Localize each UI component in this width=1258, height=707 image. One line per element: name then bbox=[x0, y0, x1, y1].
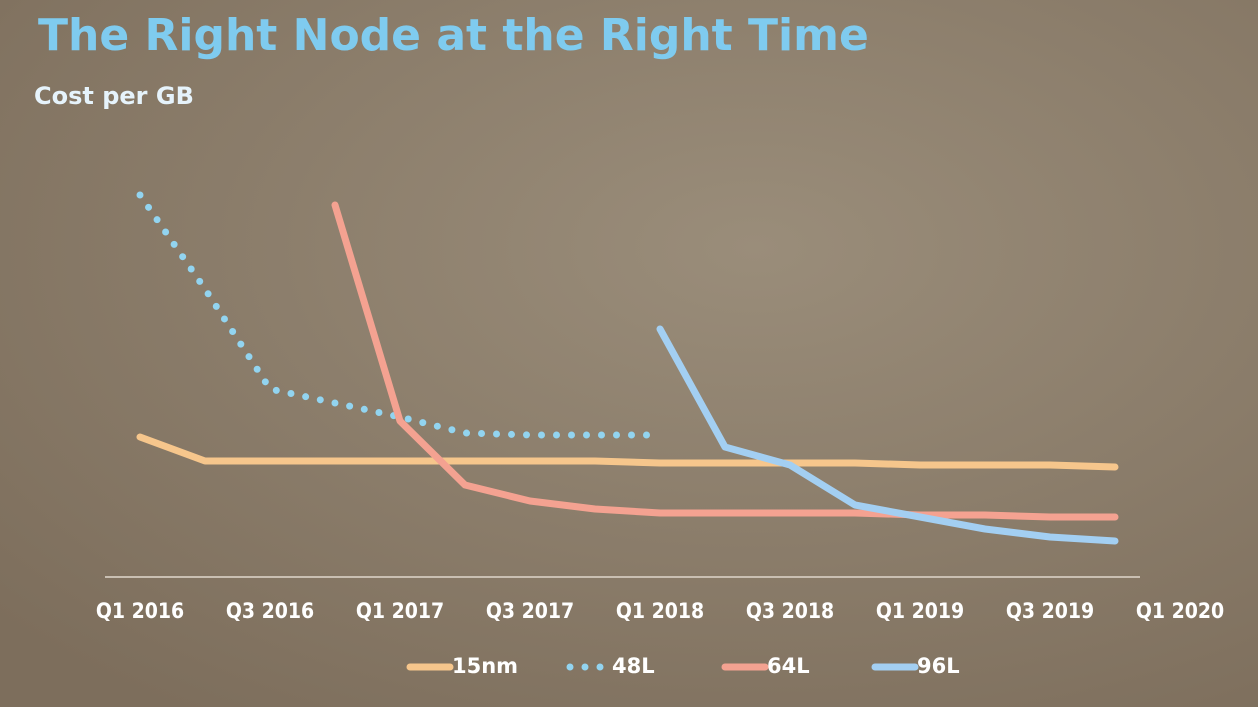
x-tick-label: Q3 2017 bbox=[486, 599, 574, 623]
chart-title: The Right Node at the Right Time bbox=[38, 10, 869, 61]
x-tick-label: Q3 2016 bbox=[226, 599, 314, 623]
series-line bbox=[331, 201, 1119, 521]
legend-label: 96L bbox=[917, 654, 960, 678]
x-tick-label: Q1 2019 bbox=[876, 599, 964, 623]
chart-subtitle: Cost per GB bbox=[34, 82, 194, 110]
x-tick-label: Q3 2018 bbox=[746, 599, 834, 623]
x-tick-label: Q1 2016 bbox=[96, 599, 184, 623]
series-line bbox=[136, 191, 664, 439]
series-line bbox=[656, 325, 1119, 545]
x-tick-label: Q3 2019 bbox=[1006, 599, 1094, 623]
x-tick-label: Q1 2018 bbox=[616, 599, 704, 623]
legend-label: 15nm bbox=[452, 654, 518, 678]
x-tick-label: Q1 2017 bbox=[356, 599, 444, 623]
x-tick-label: Q1 2020 bbox=[1136, 599, 1224, 623]
legend-label: 48L bbox=[612, 654, 655, 678]
legend-label: 64L bbox=[767, 654, 810, 678]
series-line bbox=[136, 433, 1119, 471]
